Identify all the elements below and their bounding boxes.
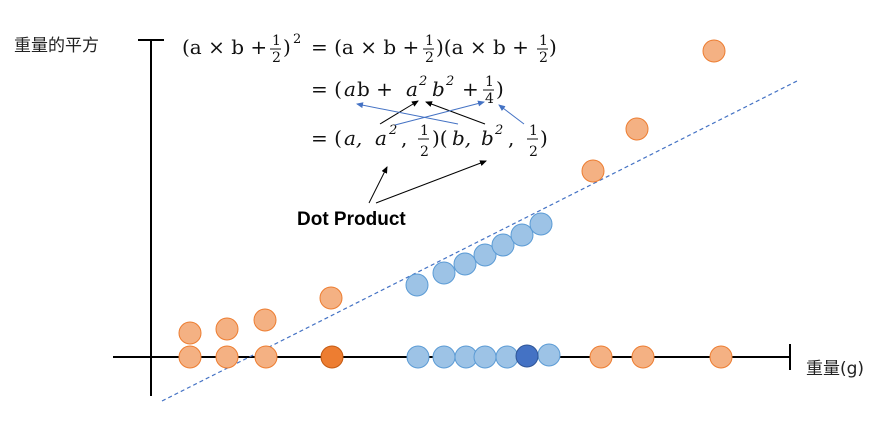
equation-line-1: (a × b + 1 2 ) 2 = (a × b + 1 2 )(a × b … <box>182 32 557 66</box>
blue-point <box>529 212 553 236</box>
frac-num: 1 <box>539 33 548 49</box>
eq2-a: a <box>344 77 356 101</box>
blue-point <box>473 243 497 267</box>
arrow-blue <box>356 102 459 125</box>
orange-point <box>625 117 649 141</box>
frac-den: 2 <box>420 144 429 160</box>
eq3-b: b, <box>452 126 471 150</box>
blue-point <box>432 345 456 369</box>
eq2-b2-sup: 2 <box>445 74 454 89</box>
eq1-lhs-open: (a × b + <box>182 35 267 59</box>
arrow-dot-product <box>368 166 388 204</box>
orange-point <box>215 317 239 341</box>
frac-den: 2 <box>425 50 434 66</box>
frac-den: 4 <box>485 91 494 107</box>
blue-point <box>406 345 430 369</box>
orange-dark-point <box>320 345 344 369</box>
eq3-comma2: , <box>508 126 514 150</box>
orange-point <box>702 39 726 63</box>
frac-den: 2 <box>539 50 548 66</box>
eq3-open: = ( <box>311 126 342 150</box>
frac-num: 1 <box>529 123 538 139</box>
orange-point <box>581 159 605 183</box>
orange-point <box>254 345 278 369</box>
frac-den: 2 <box>529 144 538 160</box>
orange-point <box>631 345 655 369</box>
blue-point <box>432 261 456 285</box>
x-axis-label: 重量(g) <box>806 359 864 379</box>
blue-dark-point <box>515 344 539 368</box>
arrow-dot-product <box>375 160 487 204</box>
eq1-rhs-mid: )(a × b + <box>436 35 529 59</box>
orange-point <box>178 321 202 345</box>
y-axis-label: 重量的平方 <box>14 36 99 56</box>
eq3-a2: a <box>375 126 387 150</box>
eq2-open: = ( <box>311 77 342 101</box>
eq2-b: b + <box>357 77 393 101</box>
eq1-rhs-end: ) <box>549 35 557 59</box>
blue-point <box>405 273 429 297</box>
equation-line-3: = ( a, a 2 , 1 2 )( b, b 2 , 1 2 ) <box>311 123 548 160</box>
blue-point <box>491 233 515 257</box>
eq3-a2-sup: 2 <box>388 123 397 138</box>
orange-point <box>215 345 239 369</box>
eq1-lhs-sup: 2 <box>293 32 301 47</box>
frac-den: 2 <box>272 50 281 66</box>
lifted-points <box>178 39 726 345</box>
equation-line-2: = ( a b + a 2 b 2 + 1 4 ) <box>311 74 504 107</box>
eq3-b2: b <box>481 126 494 150</box>
frac-num: 1 <box>485 74 494 90</box>
blue-point <box>495 345 519 369</box>
eq3-comma1: , <box>401 126 407 150</box>
eq3-b2-sup: 2 <box>494 123 503 138</box>
arrow-blue <box>498 104 525 125</box>
dot-product-label: Dot Product <box>297 209 406 230</box>
eq2-a2: a <box>406 77 418 101</box>
eq2-a2-sup: 2 <box>418 74 427 89</box>
orange-point <box>319 286 343 310</box>
axis-points <box>178 343 733 369</box>
orange-point <box>709 345 733 369</box>
frac-num: 1 <box>420 123 429 139</box>
frac-num: 1 <box>272 33 281 49</box>
arrow-black <box>425 101 486 125</box>
eq2-plus: + <box>462 77 479 101</box>
blue-point <box>473 345 497 369</box>
frac-num: 1 <box>425 33 434 49</box>
orange-point <box>178 345 202 369</box>
arrow-blue <box>394 100 485 126</box>
orange-point <box>253 308 277 332</box>
blue-point <box>510 223 534 247</box>
eq2-close: ) <box>496 77 504 101</box>
eq3-mid: )( <box>432 126 448 150</box>
eq2-b2: b <box>432 77 445 101</box>
eq1-rhs: = (a × b + <box>311 35 419 59</box>
orange-point <box>589 345 613 369</box>
blue-point <box>453 252 477 276</box>
eq1-lhs-close: ) <box>283 35 291 59</box>
eq3-a: a, <box>344 126 362 150</box>
blue-point <box>537 343 561 367</box>
eq3-close: ) <box>540 126 548 150</box>
